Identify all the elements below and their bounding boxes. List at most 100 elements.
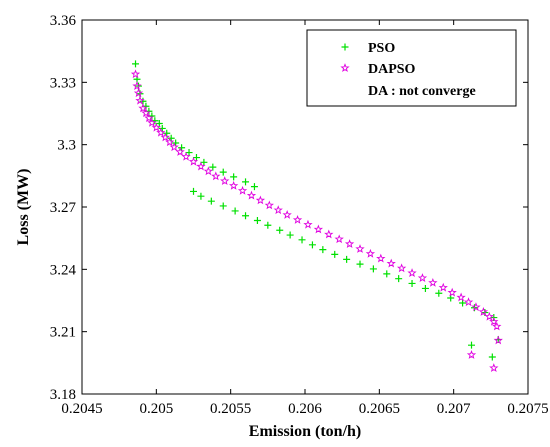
dapso-point [246, 190, 257, 200]
dapso-point [132, 81, 142, 91]
x-tick-label: 0.2055 [210, 401, 251, 417]
y-tick-label: 3.24 [50, 262, 77, 278]
legend-pso-symbol [341, 43, 349, 51]
pso-point [132, 60, 140, 68]
legend-marker-dapso [340, 63, 350, 72]
pso-point [190, 187, 197, 195]
pso-point [231, 207, 239, 215]
x-tick-label: 0.2075 [507, 401, 548, 417]
dapso-point [478, 307, 489, 316]
pso-point [163, 129, 171, 137]
dapso-point [130, 69, 141, 79]
pso-point [172, 139, 180, 147]
x-tick-label: 0.206 [288, 401, 322, 417]
dapso-point [471, 302, 481, 312]
y-tick-label: 3.3 [57, 138, 76, 154]
pso-point [459, 299, 467, 307]
pso-point [421, 284, 429, 292]
y-tick-label: 3.18 [50, 387, 76, 403]
dapso-point [264, 200, 274, 210]
pso-point [185, 149, 193, 157]
y-tick-label: 3.27 [50, 200, 77, 216]
pso-point [276, 226, 284, 234]
pso-point [155, 119, 163, 127]
dapso-point [484, 311, 494, 321]
dapso-point [447, 287, 457, 297]
dapso-point [417, 273, 428, 283]
dapso-point [282, 210, 292, 219]
pso-point [395, 275, 403, 283]
pso-point [250, 183, 258, 191]
dapso-point [175, 147, 185, 156]
legend-marker-pso [341, 43, 349, 51]
legend-box [306, 29, 517, 107]
pso-point [488, 353, 496, 361]
pso-point [192, 154, 200, 162]
dapso-point [229, 180, 239, 190]
dapso-point [237, 185, 248, 195]
pso-point [242, 178, 250, 186]
dapso-point [188, 156, 199, 166]
pso-point [286, 231, 294, 239]
legend-dapso-symbol [340, 63, 350, 72]
pso-point [343, 255, 351, 263]
pso-point [253, 217, 261, 225]
y-tick-label: 3.33 [50, 75, 76, 91]
pso-point [383, 270, 391, 278]
x-tick-label: 0.207 [437, 401, 471, 417]
pso-point [298, 236, 306, 244]
y-tick-label: 3.21 [50, 325, 76, 341]
x-tick-label: 0.2065 [359, 401, 400, 417]
pso-point [356, 260, 364, 268]
dapso-point [196, 161, 206, 171]
pso-point [197, 192, 205, 200]
legend-label-pso: PSO [368, 41, 395, 56]
dapso-point [489, 316, 499, 326]
dapso-point [365, 248, 376, 258]
pso-point [308, 241, 316, 249]
pso-point [468, 341, 476, 349]
dapso-point [344, 239, 355, 248]
pso-point [369, 265, 377, 273]
dapso-point [438, 282, 448, 292]
dapso-point [463, 297, 474, 307]
legend: PSO DAPSO DA : not converge [306, 29, 517, 107]
pso-point [158, 124, 166, 132]
dapso-point [255, 195, 266, 205]
dapso-point [489, 363, 499, 372]
dapso-point [303, 219, 313, 229]
dapso-point [203, 166, 214, 176]
pso-point [408, 279, 416, 287]
y-tick-label: 3.36 [50, 13, 77, 29]
dapso-point [144, 113, 154, 123]
legend-label-da: DA : not converge [368, 84, 476, 99]
pso-point [331, 250, 339, 258]
pso-point [209, 163, 217, 171]
dapso-point [324, 229, 334, 239]
dapso-point [169, 142, 179, 152]
x-tick-label: 0.2045 [61, 401, 102, 417]
dapso-point [456, 292, 466, 302]
pso-point [219, 168, 227, 176]
pso-point [447, 294, 455, 302]
dapso-point [151, 122, 161, 132]
dapso-point [141, 108, 151, 118]
pso-point [264, 221, 272, 229]
dapso-point [156, 127, 166, 137]
dapso-point [165, 137, 175, 147]
pso-point [178, 144, 186, 152]
x-axis-label: Emission (ton/h) [249, 423, 361, 440]
dapso-point [133, 88, 144, 98]
dapso-point [334, 234, 344, 244]
dapso-point [160, 132, 170, 142]
pso-point [230, 173, 238, 181]
pso-point [200, 158, 208, 166]
dapso-point [376, 253, 386, 263]
dapso-point [138, 103, 148, 113]
dapso-point [493, 335, 503, 345]
dapso-point [466, 350, 477, 359]
legend-label-dapso: DAPSO [368, 62, 416, 77]
data-points [130, 60, 503, 372]
dapso-point [292, 214, 303, 224]
